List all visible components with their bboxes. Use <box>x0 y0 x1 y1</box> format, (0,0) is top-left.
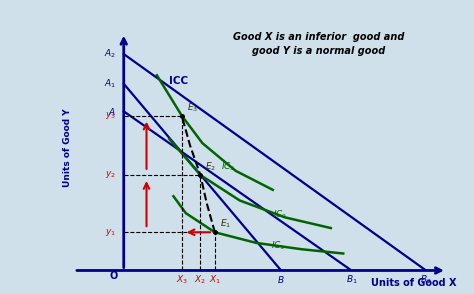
Text: $A$: $A$ <box>108 106 116 117</box>
Text: $y_3$: $y_3$ <box>105 110 116 121</box>
Text: $y_1$: $y_1$ <box>105 227 116 238</box>
Text: $E_3$: $E_3$ <box>187 101 198 114</box>
Text: good Y is a normal good: good Y is a normal good <box>252 46 385 56</box>
Text: $IC_3$: $IC_3$ <box>221 161 236 173</box>
Text: $X_1$: $X_1$ <box>209 273 221 286</box>
Text: O: O <box>109 271 118 281</box>
Text: $y_2$: $y_2$ <box>105 170 116 181</box>
Text: Units of Good X: Units of Good X <box>371 278 456 288</box>
Text: $B_2$: $B_2$ <box>420 273 432 286</box>
Text: Units of Good Y: Units of Good Y <box>64 108 73 187</box>
Text: Good X is an inferior  good and: Good X is an inferior good and <box>233 32 404 42</box>
Text: ICC: ICC <box>169 76 189 86</box>
Text: $A_1$: $A_1$ <box>104 78 116 90</box>
Text: $X_3$: $X_3$ <box>176 273 188 286</box>
Text: $X_2$: $X_2$ <box>194 273 206 286</box>
Text: $E_2$: $E_2$ <box>205 161 217 173</box>
Text: $B$: $B$ <box>277 274 285 285</box>
Text: $E_1$: $E_1$ <box>220 218 231 230</box>
Text: $A_2$: $A_2$ <box>104 48 116 60</box>
Text: $IC_1$: $IC_1$ <box>271 239 285 252</box>
Text: $B_1$: $B_1$ <box>346 273 357 286</box>
Text: $IC_2$: $IC_2$ <box>273 208 287 221</box>
